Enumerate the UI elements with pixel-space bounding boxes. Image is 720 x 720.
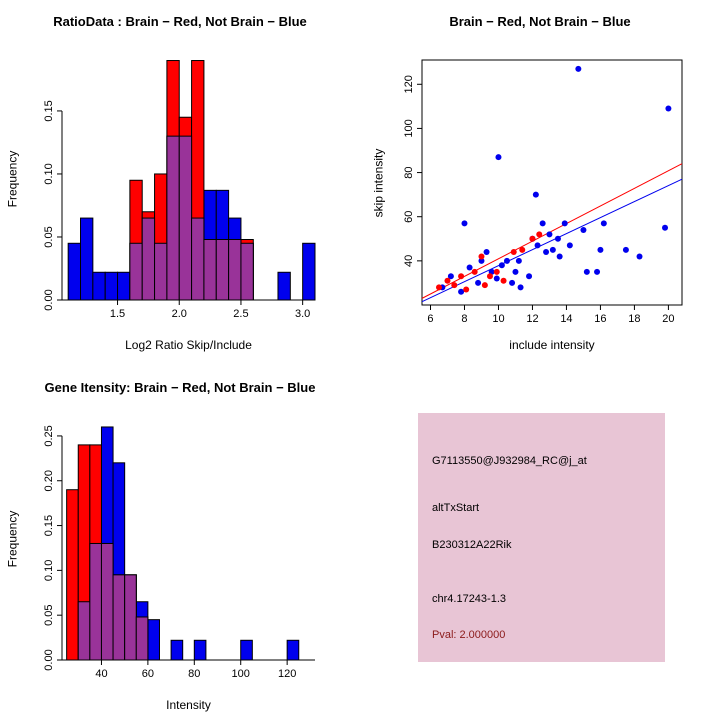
svg-text:120: 120 bbox=[403, 75, 415, 93]
axes: 40 60 80 100 120 0.00 0.05 0.10 0.15 0.20 0.25 bbox=[43, 425, 315, 680]
svg-text:8: 8 bbox=[461, 313, 467, 325]
svg-text:0.00: 0.00 bbox=[43, 649, 55, 670]
scatter-xlabel: include intensity bbox=[509, 338, 595, 352]
histogram-bars bbox=[67, 60, 316, 301]
scatter-points bbox=[435, 65, 672, 295]
panel-gene-histogram: Gene Itensity: Brain − Red, Not Brain − … bbox=[0, 360, 360, 720]
svg-text:0.15: 0.15 bbox=[43, 515, 55, 536]
svg-text:120: 120 bbox=[278, 668, 296, 680]
svg-text:10: 10 bbox=[492, 313, 504, 325]
svg-text:40: 40 bbox=[403, 255, 415, 267]
svg-text:0.25: 0.25 bbox=[43, 425, 55, 446]
info-gene-symbol: B230312A22Rik bbox=[432, 539, 512, 551]
ratio-histogram-plot: 1.5 2.0 2.5 3.0 0.00 0.05 0.10 0.15 bbox=[43, 60, 316, 320]
svg-text:80: 80 bbox=[188, 668, 200, 680]
svg-text:16: 16 bbox=[594, 313, 606, 325]
panel-intensity-scatter: Brain − Red, Not Brain − Blue skip inten… bbox=[360, 0, 720, 360]
info-probe-id: G7113550@J932984_RC@j_at bbox=[432, 455, 587, 467]
info-locus: chr4.17243-1.3 bbox=[432, 593, 506, 605]
info-box: G7113550@J932984_RC@j_at altTxStart B230… bbox=[418, 413, 665, 662]
svg-text:1.5: 1.5 bbox=[110, 308, 125, 320]
info-pval: Pval: 2.000000 bbox=[432, 629, 506, 641]
axes: 6 8 10 12 14 16 18 20 40 60 80 100 120 bbox=[403, 59, 683, 325]
panel-ratio-histogram: RatioData : Brain − Red, Not Brain − Blu… bbox=[0, 0, 360, 360]
svg-text:12: 12 bbox=[526, 313, 538, 325]
svg-text:80: 80 bbox=[403, 166, 415, 178]
svg-text:40: 40 bbox=[95, 668, 107, 680]
svg-text:2.5: 2.5 bbox=[233, 308, 248, 320]
histogram-bars bbox=[66, 426, 300, 661]
svg-text:0.10: 0.10 bbox=[43, 163, 55, 184]
svg-text:0.15: 0.15 bbox=[43, 100, 55, 121]
svg-text:0.20: 0.20 bbox=[43, 470, 55, 491]
intensity-scatter-plot: 6 8 10 12 14 16 18 20 40 60 80 100 120 bbox=[403, 59, 683, 325]
svg-text:14: 14 bbox=[560, 313, 572, 325]
svg-text:20: 20 bbox=[662, 313, 674, 325]
ratio-hist-title: RatioData : Brain − Red, Not Brain − Blu… bbox=[53, 14, 307, 29]
svg-text:3.0: 3.0 bbox=[295, 308, 310, 320]
svg-text:60: 60 bbox=[403, 211, 415, 223]
svg-text:100: 100 bbox=[232, 668, 250, 680]
ratio-hist-xlabel: Log2 Ratio Skip/Include bbox=[125, 338, 252, 352]
svg-text:0.10: 0.10 bbox=[43, 560, 55, 581]
svg-text:18: 18 bbox=[628, 313, 640, 325]
regression-lines bbox=[421, 163, 683, 303]
svg-text:60: 60 bbox=[142, 668, 154, 680]
svg-text:2.0: 2.0 bbox=[172, 308, 187, 320]
svg-text:0.05: 0.05 bbox=[43, 604, 55, 625]
info-event-type: altTxStart bbox=[432, 502, 480, 514]
svg-text:0.05: 0.05 bbox=[43, 226, 55, 247]
svg-text:100: 100 bbox=[403, 119, 415, 137]
svg-text:6: 6 bbox=[427, 313, 433, 325]
svg-text:0.00: 0.00 bbox=[43, 289, 55, 310]
axes: 1.5 2.0 2.5 3.0 0.00 0.05 0.10 0.15 bbox=[43, 100, 315, 320]
scatter-title: Brain − Red, Not Brain − Blue bbox=[449, 14, 631, 29]
gene-hist-xlabel: Intensity bbox=[166, 698, 211, 712]
gene-hist-title: Gene Itensity: Brain − Red, Not Brain − … bbox=[44, 380, 316, 395]
gene-histogram-plot: 40 60 80 100 120 0.00 0.05 0.10 0.15 0.20 0.25 bbox=[43, 425, 315, 680]
panel-info: G7113550@J932984_RC@j_at altTxStart B230… bbox=[360, 360, 720, 720]
